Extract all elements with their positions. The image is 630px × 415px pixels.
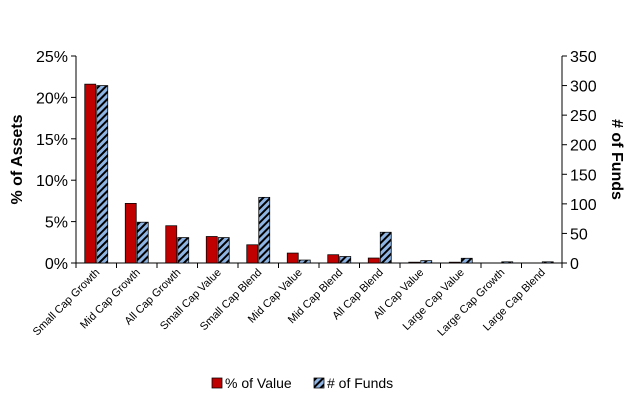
bar-pct-value bbox=[84, 83, 97, 264]
bar-num-funds bbox=[217, 237, 230, 264]
bar-num-funds bbox=[298, 259, 311, 264]
bar-num-funds bbox=[258, 196, 271, 264]
bar-num-funds bbox=[460, 257, 473, 264]
bar-pct-value bbox=[286, 252, 299, 264]
left-tick-label: 15% bbox=[36, 132, 68, 149]
right-tick-label: 350 bbox=[570, 49, 597, 66]
right-tick-label: 100 bbox=[570, 197, 597, 214]
right-tick-label: 150 bbox=[570, 167, 597, 184]
left-tick-label: 20% bbox=[36, 90, 68, 107]
bar-num-funds bbox=[379, 231, 392, 264]
legend-swatch-pct-value bbox=[211, 377, 223, 389]
bar-num-funds bbox=[136, 221, 149, 264]
bar-pct-value bbox=[408, 261, 421, 264]
right-tick-label: 50 bbox=[570, 226, 588, 243]
legend-label-num-funds: # of Funds bbox=[327, 375, 393, 391]
right-axis-title: # of Funds bbox=[608, 119, 625, 200]
bar-pct-value bbox=[246, 244, 259, 264]
right-tick-label: 0 bbox=[570, 256, 579, 273]
legend-swatch-num-funds bbox=[313, 377, 325, 389]
bar-pct-value bbox=[327, 254, 340, 264]
bar-num-funds bbox=[420, 260, 433, 264]
left-tick-label: 10% bbox=[36, 173, 68, 190]
bar-pct-value bbox=[165, 225, 178, 264]
bar-pct-value bbox=[205, 236, 218, 264]
bar-num-funds bbox=[339, 256, 352, 264]
legend-label-pct-value: % of Value bbox=[225, 375, 292, 391]
left-axis-title: % of Assets bbox=[9, 114, 26, 204]
bar-num-funds bbox=[541, 261, 554, 264]
bar-pct-value bbox=[448, 261, 461, 264]
bar-pct-value bbox=[367, 257, 380, 264]
left-tick-label: 25% bbox=[36, 49, 68, 66]
right-tick-label: 200 bbox=[570, 138, 597, 155]
right-tick-label: 300 bbox=[570, 79, 597, 96]
bar-num-funds bbox=[177, 237, 190, 264]
left-tick-label: 0% bbox=[45, 256, 68, 273]
bar-pct-value bbox=[124, 203, 137, 264]
category-label: Large Cap Growth bbox=[435, 267, 507, 339]
left-tick-label: 5% bbox=[45, 215, 68, 232]
right-tick-label: 250 bbox=[570, 108, 597, 125]
bar-num-funds bbox=[96, 85, 109, 264]
bar-num-funds bbox=[501, 261, 514, 264]
category-label: Small Cap Growth bbox=[31, 267, 103, 339]
